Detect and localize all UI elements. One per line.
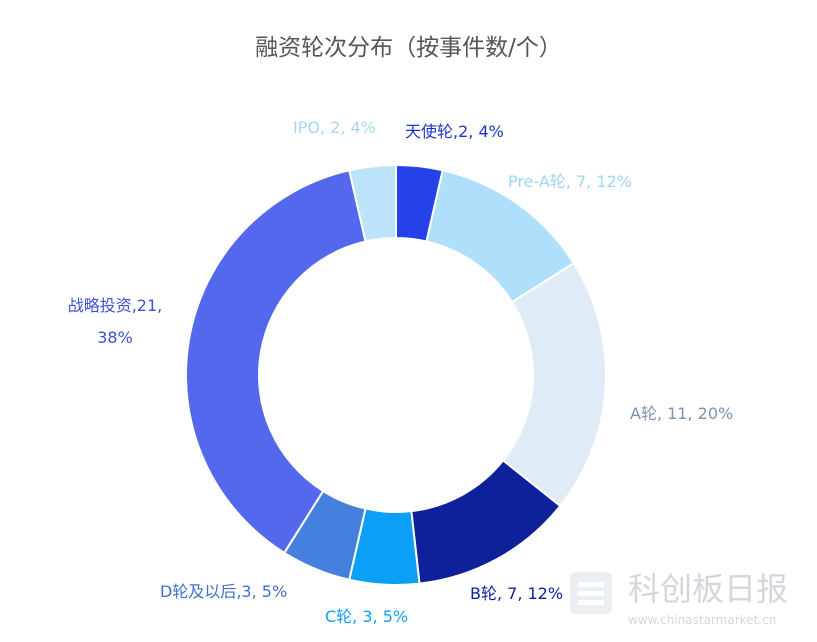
watermark-brand: 科创板日报 — [628, 570, 788, 608]
data-label: C轮, 3, 5% — [325, 607, 409, 626]
chart-title: 融资轮次分布（按事件数/个） — [255, 35, 562, 61]
data-label: Pre-A轮, 7, 12% — [508, 172, 632, 191]
data-label: D轮及以后,3, 5% — [160, 582, 288, 601]
donut-slice — [185, 169, 367, 555]
data-label: 战略投资,21, 38% — [67, 296, 163, 347]
data-label: B轮, 7, 12% — [470, 584, 564, 603]
donut-slice — [348, 163, 397, 243]
donut-slice — [501, 261, 607, 508]
data-label: 天使轮,2, 4% — [405, 122, 504, 141]
watermark-url: www.chinastarmarket.cn — [628, 613, 776, 627]
data-label: A轮, 11, 20% — [630, 404, 734, 423]
data-label: IPO, 2, 4% — [293, 118, 376, 137]
watermark-logo — [570, 572, 612, 614]
